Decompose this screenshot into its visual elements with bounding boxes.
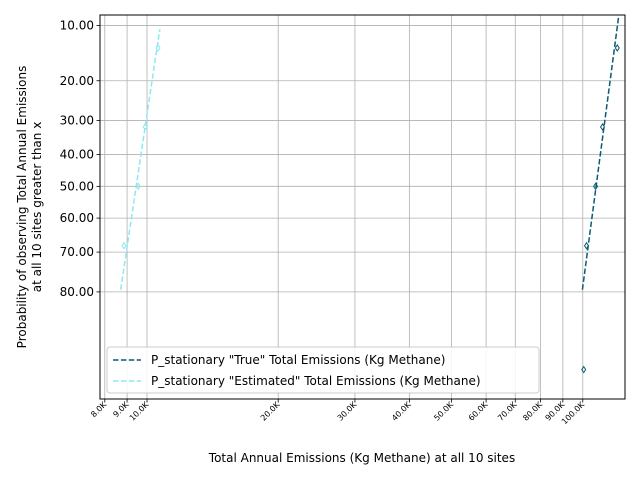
x-axis-title: Total Annual Emissions (Kg Methane) at a… xyxy=(208,451,515,465)
series-1 xyxy=(119,28,161,290)
y-tick-label: 80.00 xyxy=(60,285,94,299)
y-tick-label: 30.00 xyxy=(60,114,94,128)
x-tick-label: 20.0K xyxy=(259,400,282,423)
x-tick-label: 100.0K xyxy=(560,400,587,427)
series-line xyxy=(581,14,620,290)
plot-frame xyxy=(99,14,626,400)
data-point xyxy=(142,123,148,131)
x-tick-label: 40.0K xyxy=(390,400,413,423)
data-point xyxy=(599,123,606,131)
y-tick-label: 50.00 xyxy=(60,179,94,193)
y-tick-label: 40.00 xyxy=(60,148,94,162)
data-point xyxy=(135,182,141,191)
legend: P_stationary "True" Total Emissions (Kg … xyxy=(106,346,540,394)
x-tick-label: 60.0K xyxy=(467,400,490,423)
y-axis-title-line-1: Probability of observing Total Annual Em… xyxy=(15,66,29,349)
data-point xyxy=(593,182,599,191)
legend-label-estimated: P_stationary "Estimated" Total Emissions… xyxy=(151,374,481,388)
x-tick-label: 80.0K xyxy=(521,400,544,423)
series-0 xyxy=(581,14,620,374)
y-tick-label: 10.00 xyxy=(60,19,94,33)
y-tick-label: 20.00 xyxy=(60,74,94,88)
x-tick-label: 30.0K xyxy=(336,400,359,423)
data-point xyxy=(581,365,587,374)
data-point xyxy=(614,44,620,52)
legend-box xyxy=(106,346,540,394)
y-tick-label: 70.00 xyxy=(60,245,94,259)
x-tick-label: 10.0K xyxy=(128,400,151,423)
data-point xyxy=(583,241,590,250)
data-point xyxy=(155,44,161,52)
plot-data xyxy=(119,14,620,374)
grid xyxy=(100,15,625,399)
x-tick-label: 70.0K xyxy=(496,400,519,423)
x-tick-label: 8.0K xyxy=(89,400,109,420)
data-point xyxy=(121,241,127,250)
x-tick-label: 50.0K xyxy=(432,400,455,423)
y-axis-title-line-2: at all 10 sites greater than x xyxy=(30,122,44,293)
series-line xyxy=(119,28,161,290)
legend-label-true: P_stationary "True" Total Emissions (Kg … xyxy=(151,353,445,367)
y-tick-label: 60.00 xyxy=(60,211,94,225)
